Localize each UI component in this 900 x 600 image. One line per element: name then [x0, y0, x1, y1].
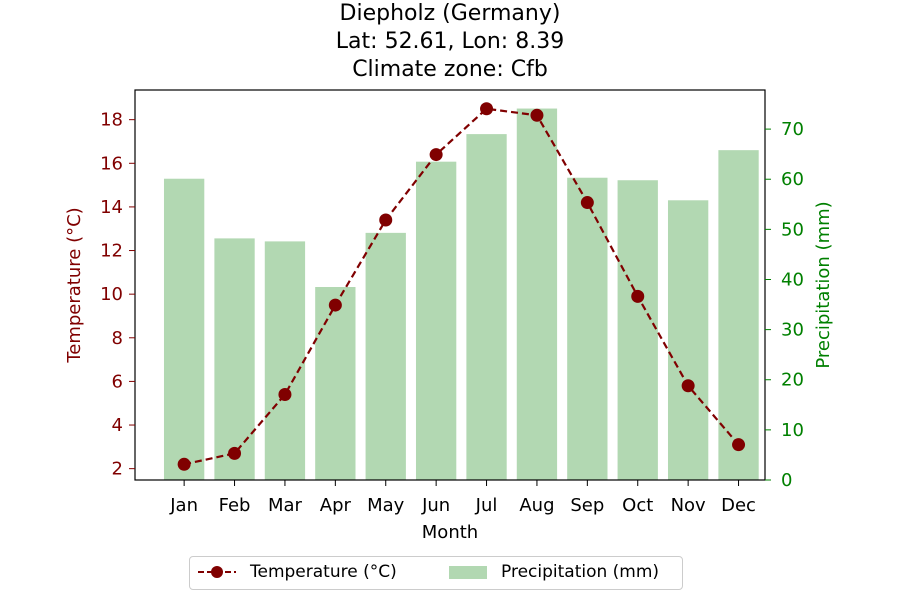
chart-title-line-2: Lat: 52.61, Lon: 8.39	[335, 29, 565, 54]
temperature-point	[732, 438, 746, 452]
chart-title-line-3: Climate zone: Cfb	[352, 57, 548, 82]
precipitation-bar	[365, 232, 406, 480]
precipitation-bar	[516, 108, 558, 481]
right-y-tick-label: 50	[781, 219, 804, 240]
right-y-tick-label: 70	[781, 119, 804, 140]
right-y-tick-label: 40	[781, 269, 804, 290]
precipitation-bar	[567, 177, 608, 481]
precipitation-bar	[163, 178, 205, 480]
precipitation-bar	[617, 180, 658, 480]
x-tick-label: May	[367, 495, 405, 516]
left-y-tick-label: 18	[100, 110, 123, 131]
temperature-point	[228, 446, 242, 460]
chart-legend: Temperature (°C) Precipitation (mm)	[189, 556, 683, 590]
x-tick-label: Mar	[268, 495, 303, 516]
chart-title-line-1: Diepholz (Germany)	[339, 1, 561, 26]
left-y-tick-label: 2	[112, 459, 123, 480]
temperature-point	[429, 148, 443, 162]
temperature-point	[328, 298, 342, 312]
temperature-point	[530, 108, 544, 122]
temperature-point	[681, 379, 695, 393]
precipitation-bar	[214, 238, 255, 480]
precipitation-bar-swatch	[449, 565, 487, 579]
left-y-tick-label: 4	[112, 415, 123, 436]
x-tick-label: Jan	[169, 495, 198, 516]
plot-frame	[134, 89, 766, 481]
right-y-axis-label: Precipitation (mm)	[813, 201, 834, 368]
precipitation-bar	[315, 287, 356, 480]
temperature-point	[480, 102, 494, 116]
precipitation-bar	[415, 161, 457, 480]
precipitation-bar	[667, 200, 709, 480]
x-tick-label: Oct	[622, 495, 653, 516]
temperature-line-swatch	[198, 562, 236, 582]
right-y-tick-label: 10	[781, 420, 804, 441]
right-y-tick-label: 60	[781, 169, 804, 190]
x-tick-label: Sep	[570, 495, 604, 516]
temperature-line	[183, 107, 740, 466]
legend-item-precipitation: Precipitation (mm)	[449, 562, 659, 582]
left-y-tick-label: 6	[112, 371, 123, 392]
temperature-point	[278, 387, 292, 401]
x-tick-label: Jun	[421, 495, 450, 516]
x-tick-label: Jul	[475, 495, 498, 516]
left-y-tick-label: 12	[100, 241, 123, 262]
left-y-tick-label: 8	[112, 328, 123, 349]
precipitation-bar	[466, 134, 507, 481]
x-tick-label: Nov	[671, 495, 706, 516]
temperature-point	[580, 196, 594, 210]
legend-label-temperature: Temperature (°C)	[250, 562, 397, 582]
x-tick-label: Dec	[721, 495, 756, 516]
temperature-point	[379, 213, 393, 227]
legend-item-temperature: Temperature (°C)	[198, 562, 397, 582]
left-y-axis-label: Temperature (°C)	[64, 207, 85, 363]
temperature-point	[631, 289, 645, 303]
temperature-point	[177, 457, 191, 471]
precipitation-bar	[264, 241, 306, 480]
x-tick-label: Aug	[519, 495, 554, 516]
x-tick-label: Feb	[219, 495, 251, 516]
left-y-tick-label: 10	[100, 284, 123, 305]
x-tick-label: Apr	[320, 495, 352, 516]
legend-label-precipitation: Precipitation (mm)	[501, 562, 660, 582]
precipitation-bar	[718, 150, 759, 480]
x-axis-label: Month	[422, 522, 478, 543]
right-y-tick-label: 20	[781, 370, 804, 391]
right-y-tick-label: 30	[781, 320, 804, 341]
left-y-tick-label: 14	[100, 197, 123, 218]
left-y-tick-label: 16	[100, 153, 123, 174]
right-y-tick-label: 0	[781, 470, 792, 491]
